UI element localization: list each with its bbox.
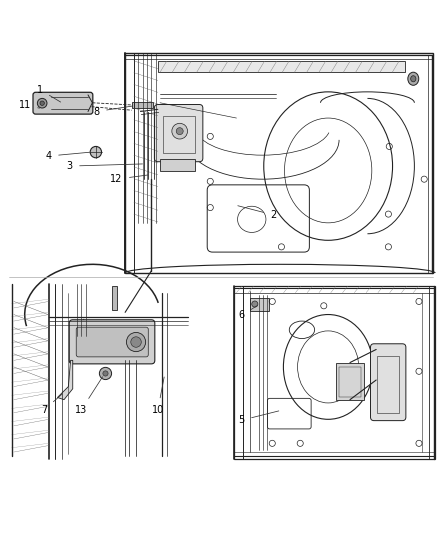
Bar (112, 286, 117, 310)
Circle shape (127, 333, 146, 352)
Ellipse shape (408, 72, 419, 85)
Circle shape (131, 337, 141, 348)
Bar (132, 102, 152, 108)
Text: 7: 7 (41, 394, 62, 415)
Bar (163, 116, 194, 153)
FancyBboxPatch shape (154, 104, 203, 161)
FancyBboxPatch shape (33, 92, 93, 114)
Ellipse shape (37, 99, 47, 108)
Text: 4: 4 (46, 151, 90, 161)
Circle shape (172, 123, 187, 139)
Text: 5: 5 (239, 411, 279, 425)
FancyBboxPatch shape (371, 344, 406, 421)
Circle shape (176, 128, 183, 135)
Bar (339, 367, 361, 397)
Text: 13: 13 (75, 377, 102, 415)
Ellipse shape (40, 101, 44, 106)
Text: 1: 1 (37, 85, 60, 102)
Text: 12: 12 (110, 174, 148, 184)
Bar (160, 159, 195, 171)
Ellipse shape (411, 76, 416, 82)
Text: 11: 11 (18, 100, 39, 110)
Bar (158, 61, 405, 72)
Text: 10: 10 (152, 377, 164, 415)
Bar (336, 362, 364, 400)
Circle shape (99, 367, 112, 379)
Circle shape (252, 301, 258, 307)
FancyBboxPatch shape (69, 320, 155, 364)
Text: 2: 2 (238, 206, 277, 220)
Text: 3: 3 (67, 161, 142, 171)
Text: 8: 8 (94, 106, 132, 117)
Polygon shape (57, 360, 73, 400)
Text: 6: 6 (239, 305, 257, 320)
Circle shape (90, 147, 102, 158)
Bar (250, 298, 269, 311)
Bar (377, 356, 399, 413)
FancyBboxPatch shape (76, 327, 148, 357)
Circle shape (103, 371, 108, 376)
